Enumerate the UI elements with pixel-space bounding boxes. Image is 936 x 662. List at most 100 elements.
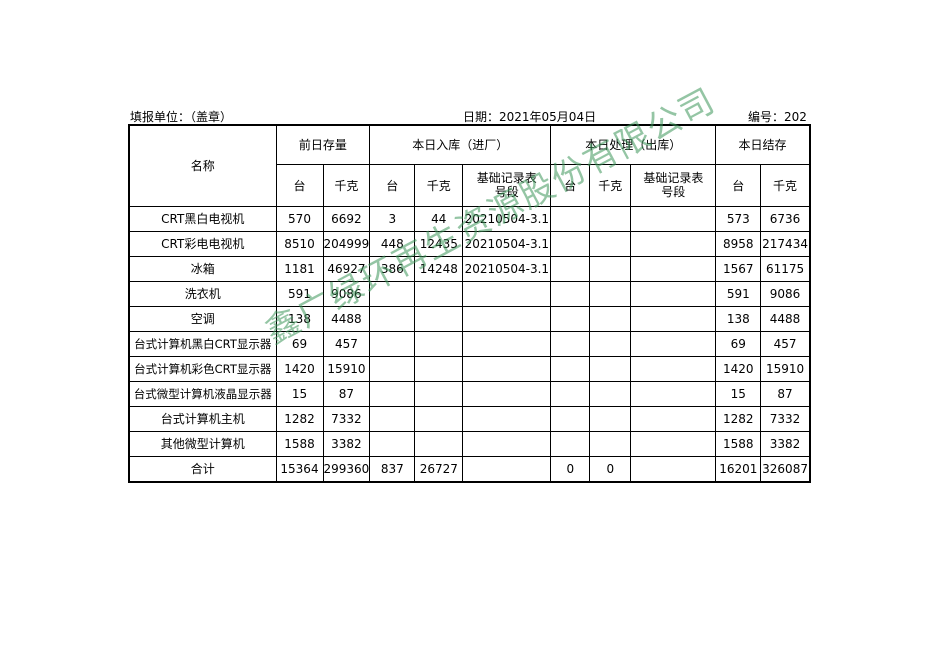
cell: [630, 280, 717, 307]
cell: [589, 405, 632, 432]
group-header: 前日存量: [275, 124, 371, 165]
cell: 299360: [322, 455, 371, 482]
cell: 15364: [275, 455, 324, 482]
sub-header: 台: [550, 163, 591, 207]
cell: [630, 430, 717, 457]
cell: 138: [715, 305, 762, 332]
cell: [369, 405, 416, 432]
cell: 4488: [760, 305, 811, 332]
cell: 0: [550, 455, 591, 482]
cell: [414, 405, 464, 432]
cell: 69: [715, 330, 762, 357]
cell: 15: [715, 380, 762, 407]
cell: 591: [715, 280, 762, 307]
cell: 1588: [275, 430, 324, 457]
cell: [550, 305, 591, 332]
cell: [630, 455, 717, 482]
cell: 3: [369, 205, 416, 232]
report-table: 名称 前日存量 本日入库（进厂） 本日处理（出库） 本日结存台千克台千克 基础记录表号段台…: [128, 124, 811, 483]
cell: 457: [322, 330, 371, 357]
cell: 7332: [322, 405, 371, 432]
cell: [414, 355, 464, 382]
cell: [369, 355, 416, 382]
cell: [550, 355, 591, 382]
cell: 4488: [322, 305, 371, 332]
cell: [589, 330, 632, 357]
cell: [462, 430, 552, 457]
cell: [414, 430, 464, 457]
cell: 7332: [760, 405, 811, 432]
cell: [589, 380, 632, 407]
name-header: 名称: [128, 124, 277, 207]
cell: 6736: [760, 205, 811, 232]
row-name: 合计: [128, 455, 277, 482]
cell: 1282: [715, 405, 762, 432]
cell: 3382: [322, 430, 371, 457]
cell: 448: [369, 230, 416, 257]
cell: [550, 280, 591, 307]
row-name: 台式计算机主机: [128, 405, 277, 432]
cell: 386: [369, 255, 416, 282]
cell: [630, 230, 717, 257]
cell: 15: [275, 380, 324, 407]
cell: 14248: [414, 255, 464, 282]
cell: 20210504-3.1: [462, 230, 552, 257]
cell: [369, 330, 416, 357]
cell: 44: [414, 205, 464, 232]
cell: 1567: [715, 255, 762, 282]
cell: [414, 330, 464, 357]
number: 编号：2021: [748, 110, 808, 124]
row-name: 洗衣机: [128, 280, 277, 307]
cell: [369, 430, 416, 457]
unit: 填报单位：（盖章）: [130, 110, 233, 124]
sub-header: 基础记录表号段: [462, 163, 552, 207]
cell: 6692: [322, 205, 371, 232]
cell: [369, 305, 416, 332]
cell: [630, 380, 717, 407]
sub-header: 千克: [760, 163, 811, 207]
row-name: CRT彩电电视机: [128, 230, 277, 257]
cell: 1420: [275, 355, 324, 382]
row-name: 台式微型计算机液晶显示器: [128, 380, 277, 407]
cell: [630, 405, 717, 432]
cell: 9086: [322, 280, 371, 307]
sub-header: 台: [715, 163, 762, 207]
sub-header: 台: [275, 163, 324, 207]
cell: 837: [369, 455, 416, 482]
cell: 15910: [322, 355, 371, 382]
cell: 570: [275, 205, 324, 232]
cell: 20210504-3.1: [462, 205, 552, 232]
cell: [630, 305, 717, 332]
cell: [589, 355, 632, 382]
cell: [550, 230, 591, 257]
cell: 1420: [715, 355, 762, 382]
cell: 61175: [760, 255, 811, 282]
cell: [414, 280, 464, 307]
sub-header: 千克: [589, 163, 632, 207]
cell: [589, 430, 632, 457]
info-line: 填报单位：（盖章） 日期：2021年05月04日 编号：2021: [128, 106, 808, 124]
cell: 3382: [760, 430, 811, 457]
row-name: 冰箱: [128, 255, 277, 282]
row-name: 台式计算机彩色CRT显示器: [128, 355, 277, 382]
cell: [369, 280, 416, 307]
cell: [630, 255, 717, 282]
sub-header: 基础记录表号段: [630, 163, 717, 207]
cell: 87: [760, 380, 811, 407]
cell: [414, 305, 464, 332]
cell: [462, 405, 552, 432]
cell: [462, 305, 552, 332]
cell: 12435: [414, 230, 464, 257]
group-header: 本日结存: [715, 124, 811, 165]
cell: [462, 380, 552, 407]
cell: 69: [275, 330, 324, 357]
row-name: 空调: [128, 305, 277, 332]
cell: 16201: [715, 455, 762, 482]
cell: [589, 255, 632, 282]
cell: 87: [322, 380, 371, 407]
cell: [462, 280, 552, 307]
cell: [550, 430, 591, 457]
cell: 326087: [760, 455, 811, 482]
cell: [589, 305, 632, 332]
cell: [589, 230, 632, 257]
